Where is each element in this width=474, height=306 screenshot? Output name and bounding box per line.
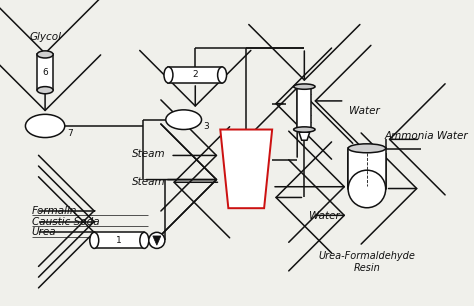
Bar — [297, 87, 311, 129]
Text: 7: 7 — [67, 129, 73, 138]
Text: Steam: Steam — [132, 177, 166, 187]
Text: Caustic Soda: Caustic Soda — [32, 217, 100, 227]
Text: Glycol: Glycol — [29, 32, 61, 43]
Ellipse shape — [166, 110, 201, 129]
Bar — [168, 67, 222, 83]
Polygon shape — [299, 132, 310, 140]
Text: 3: 3 — [203, 122, 209, 131]
Text: Ammonia Water: Ammonia Water — [385, 131, 468, 141]
Bar — [94, 232, 144, 248]
Bar — [37, 54, 53, 90]
Ellipse shape — [348, 144, 386, 153]
Ellipse shape — [140, 232, 149, 248]
Text: 2: 2 — [192, 70, 198, 80]
Circle shape — [149, 232, 165, 248]
Ellipse shape — [293, 127, 315, 132]
Text: Urea-Formaldehyde
Resin: Urea-Formaldehyde Resin — [319, 251, 415, 274]
Text: Formalin: Formalin — [32, 206, 77, 216]
Ellipse shape — [37, 51, 53, 58]
Text: 6: 6 — [42, 68, 48, 77]
Ellipse shape — [293, 84, 315, 89]
Ellipse shape — [218, 67, 227, 83]
Text: Water: Water — [349, 106, 380, 116]
Bar — [348, 148, 386, 189]
Polygon shape — [220, 129, 272, 208]
Text: Steam: Steam — [132, 149, 166, 159]
Text: Water: Water — [309, 211, 339, 221]
Polygon shape — [153, 236, 161, 245]
Ellipse shape — [90, 232, 99, 248]
Text: 1: 1 — [117, 236, 122, 245]
Text: Urea: Urea — [32, 227, 56, 237]
Ellipse shape — [164, 67, 173, 83]
Ellipse shape — [348, 170, 386, 208]
Ellipse shape — [37, 87, 53, 94]
Ellipse shape — [26, 114, 65, 138]
